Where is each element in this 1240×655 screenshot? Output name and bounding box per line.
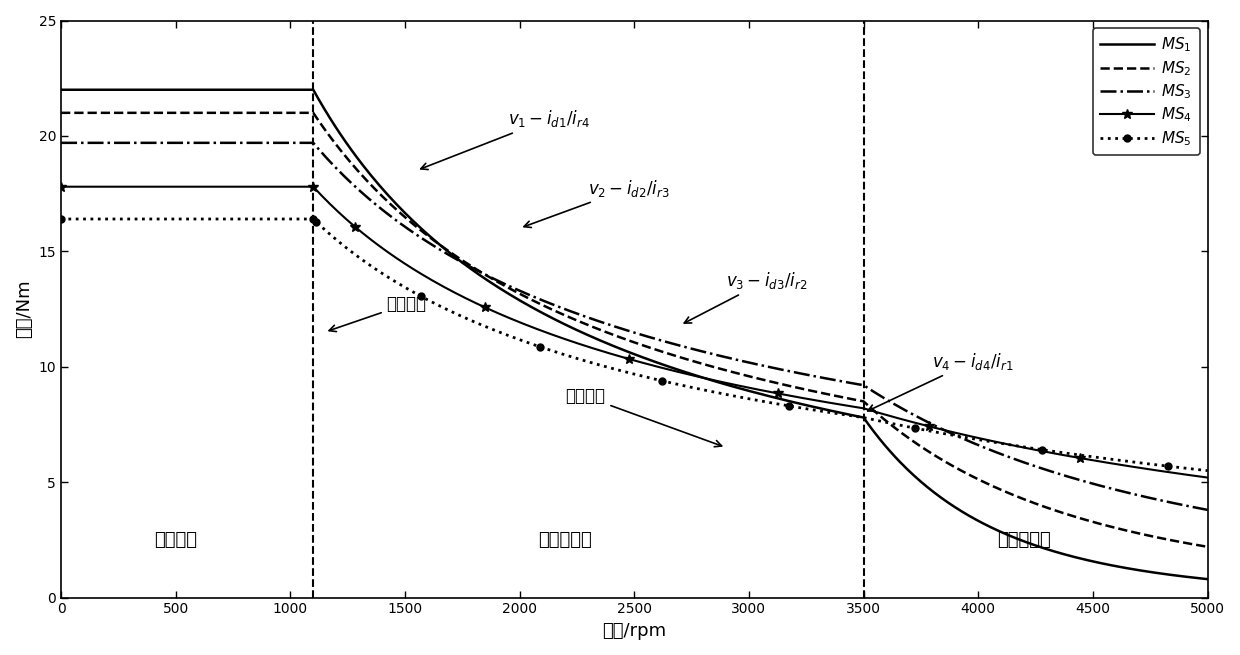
$MS_4$ [435,282,450,290]
$MS_2$ [945,462,960,470]
Text: $v_3-i_{d3}/i_{r2}$: $v_3-i_{d3}/i_{r2}$ [684,270,807,323]
$MS_1$ [1008,534,1023,542]
Legend: $MS_1$, $MS_2$, $MS_3$, $MS_4$, $MS_5$: $MS_1$, $MS_2$, $MS_3$, $MS_4$, $MS_5$ [1092,28,1200,155]
$MS_2$ [1200,543,1215,551]
$MS_4$ [53,183,68,191]
$MS_1$ [1200,575,1215,583]
$MS_2$ [1008,492,1023,500]
$MS_4$ [1008,442,1023,450]
$MS_2$ [1012,493,1027,501]
Line: $MS_5$: $MS_5$ [57,215,1211,474]
Text: $v_4-i_{d4}/i_{r1}$: $v_4-i_{d4}/i_{r1}$ [868,350,1014,411]
Line: $MS_4$: $MS_4$ [56,182,1213,483]
$MS_3$ [1012,457,1027,464]
Line: $MS_3$: $MS_3$ [61,143,1208,510]
$MS_5$ [53,215,68,223]
$MS_3$ [1200,506,1215,514]
$MS_3$ [53,139,68,147]
Text: 弱磁模式一: 弱磁模式一 [538,531,593,549]
Y-axis label: 转矩/Nm: 转矩/Nm [15,280,33,339]
$MS_5$ [662,379,677,386]
Text: 脉冲充磁: 脉冲充磁 [329,295,427,331]
$MS_2$ [662,350,677,358]
$MS_4$ [1200,474,1215,481]
$MS_5$ [1012,442,1027,450]
$MS_2$ [435,243,450,251]
Text: 恒转矩区: 恒转矩区 [154,531,197,549]
$MS_1$ [53,86,68,94]
$MS_3$ [945,430,960,438]
$MS_5$ [1008,441,1023,449]
$MS_3$ [1008,455,1023,463]
$MS_1$ [1012,536,1027,544]
$MS_2$ [53,109,68,117]
$MS_1$ [662,363,677,371]
$MS_4$ [945,428,960,436]
$MS_3$ [435,248,450,255]
$MS_1$ [435,244,450,252]
$MS_5$ [1200,467,1215,475]
Text: $v_2-i_{d2}/i_{r3}$: $v_2-i_{d2}/i_{r3}$ [525,178,670,227]
Text: 弱磁模式二: 弱磁模式二 [997,531,1052,549]
$MS_5$ [945,431,960,439]
Text: 脉冲去磁: 脉冲去磁 [565,387,722,447]
$MS_4$ [1012,443,1027,451]
$MS_4$ [740,383,755,391]
$MS_3$ [662,339,677,347]
Line: $MS_2$: $MS_2$ [61,113,1208,547]
$MS_5$ [740,394,755,402]
$MS_2$ [740,372,755,380]
$MS_5$ [435,304,450,312]
Line: $MS_1$: $MS_1$ [61,90,1208,579]
$MS_1$ [945,501,960,509]
X-axis label: 转速/rpm: 转速/rpm [603,622,666,640]
$MS_4$ [662,366,677,374]
$MS_3$ [740,358,755,366]
$MS_1$ [740,386,755,394]
Text: $v_1-i_{d1}/i_{r4}$: $v_1-i_{d1}/i_{r4}$ [420,108,590,170]
